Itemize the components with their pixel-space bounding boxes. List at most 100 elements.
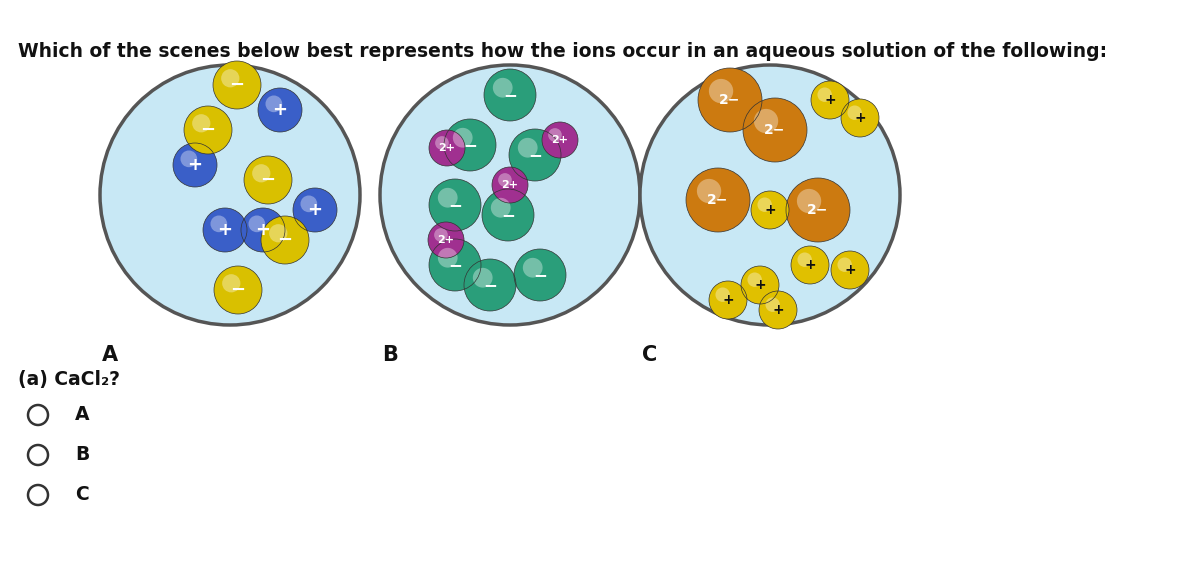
Circle shape <box>430 130 466 166</box>
Circle shape <box>509 129 562 181</box>
Circle shape <box>523 258 542 278</box>
Text: +: + <box>764 203 776 217</box>
Circle shape <box>830 251 869 289</box>
Circle shape <box>430 179 481 231</box>
Circle shape <box>293 188 337 232</box>
Circle shape <box>686 168 750 232</box>
Circle shape <box>841 99 878 137</box>
Circle shape <box>210 216 227 232</box>
Circle shape <box>766 297 780 312</box>
Circle shape <box>542 122 578 158</box>
Circle shape <box>248 216 265 232</box>
Text: (a) CaCl₂?: (a) CaCl₂? <box>18 370 120 389</box>
Circle shape <box>203 208 247 252</box>
Circle shape <box>430 239 481 291</box>
Text: 2−: 2− <box>808 203 829 217</box>
Circle shape <box>241 208 286 252</box>
Text: −: − <box>484 276 497 294</box>
Text: −: − <box>502 206 515 224</box>
Circle shape <box>464 259 516 311</box>
Circle shape <box>214 61 262 109</box>
Text: −: − <box>229 76 245 94</box>
Circle shape <box>434 228 448 242</box>
Circle shape <box>811 81 850 119</box>
Circle shape <box>300 195 317 212</box>
Circle shape <box>838 257 852 272</box>
Circle shape <box>184 106 232 154</box>
Text: 2−: 2− <box>719 93 740 107</box>
Text: 2−: 2− <box>707 193 728 207</box>
Circle shape <box>709 79 733 103</box>
Text: +: + <box>824 93 836 107</box>
Circle shape <box>514 249 566 301</box>
Text: 2−: 2− <box>764 123 786 137</box>
Circle shape <box>262 216 310 264</box>
Circle shape <box>797 189 821 213</box>
Text: C: C <box>642 345 658 365</box>
Text: −: − <box>503 86 517 104</box>
Circle shape <box>222 274 240 292</box>
Text: +: + <box>187 156 203 174</box>
Circle shape <box>484 69 536 121</box>
Circle shape <box>754 109 778 133</box>
Text: A: A <box>102 345 118 365</box>
Circle shape <box>757 198 772 212</box>
Circle shape <box>742 266 779 304</box>
Circle shape <box>244 156 292 204</box>
Circle shape <box>438 248 457 268</box>
Text: −: − <box>277 231 293 249</box>
Circle shape <box>492 167 528 203</box>
Circle shape <box>491 198 511 218</box>
Circle shape <box>438 188 457 207</box>
Circle shape <box>214 266 262 314</box>
Circle shape <box>697 179 721 203</box>
Circle shape <box>798 253 812 267</box>
Circle shape <box>786 178 850 242</box>
Text: 2+: 2+ <box>502 180 518 190</box>
Text: A: A <box>74 406 90 425</box>
Circle shape <box>452 128 473 148</box>
Text: −: − <box>260 171 276 189</box>
Text: +: + <box>804 258 816 272</box>
Circle shape <box>640 65 900 325</box>
Circle shape <box>252 164 270 182</box>
Text: −: − <box>448 256 462 274</box>
Circle shape <box>751 191 790 229</box>
Text: +: + <box>256 221 270 239</box>
Circle shape <box>192 114 210 132</box>
Circle shape <box>221 69 240 87</box>
Text: +: + <box>722 293 734 307</box>
Text: 2+: 2+ <box>438 235 455 245</box>
Circle shape <box>269 224 288 242</box>
Circle shape <box>428 222 464 258</box>
Circle shape <box>173 143 217 187</box>
Circle shape <box>493 78 512 98</box>
Circle shape <box>473 268 493 288</box>
Text: +: + <box>844 263 856 277</box>
Text: −: − <box>463 136 476 154</box>
Circle shape <box>709 281 746 319</box>
Text: +: + <box>772 303 784 317</box>
Text: B: B <box>382 345 398 365</box>
Text: 2+: 2+ <box>552 135 569 145</box>
Circle shape <box>698 68 762 132</box>
Circle shape <box>748 272 762 287</box>
Text: +: + <box>854 111 866 125</box>
Text: +: + <box>272 101 288 119</box>
Circle shape <box>265 95 282 112</box>
Circle shape <box>743 98 808 162</box>
Text: Which of the scenes below best represents how the ions occur in an aqueous solut: Which of the scenes below best represent… <box>18 42 1108 61</box>
Text: −: − <box>533 266 547 284</box>
Circle shape <box>482 189 534 241</box>
Circle shape <box>518 138 538 157</box>
Circle shape <box>444 119 496 171</box>
Circle shape <box>100 65 360 325</box>
Text: +: + <box>754 278 766 292</box>
Circle shape <box>380 65 640 325</box>
Circle shape <box>498 173 511 187</box>
Circle shape <box>791 246 829 284</box>
Circle shape <box>715 288 730 302</box>
Text: +: + <box>307 201 323 219</box>
Text: C: C <box>74 486 89 504</box>
Circle shape <box>180 150 197 167</box>
